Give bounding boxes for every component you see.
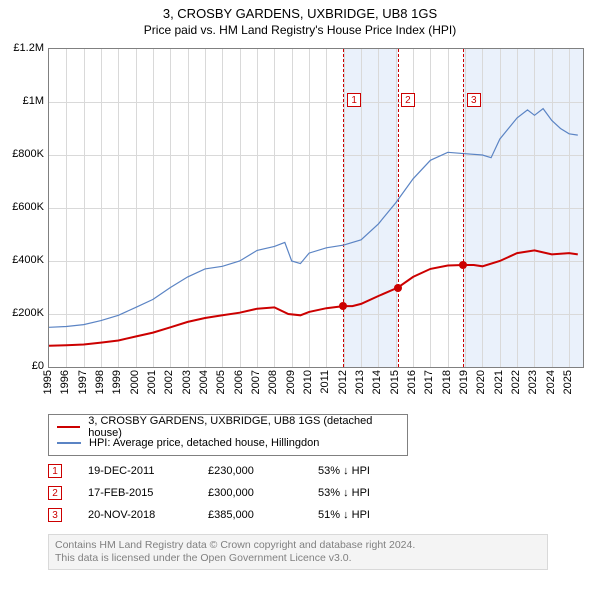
ytick-label: £1.2M (13, 42, 44, 54)
xtick-label: 2017 (423, 370, 435, 394)
legend-swatch (57, 426, 80, 428)
xtick-label: 2019 (458, 370, 470, 394)
event-row-marker: 3 (48, 508, 62, 522)
price-chart: 1 2 3 (48, 48, 584, 368)
ytick-label: £400K (12, 254, 44, 266)
xtick-label: 2002 (163, 370, 175, 394)
page-title: 3, CROSBY GARDENS, UXBRIDGE, UB8 1GS (0, 6, 600, 21)
xtick-label: 1998 (94, 370, 106, 394)
page-subtitle: Price paid vs. HM Land Registry's House … (0, 23, 600, 37)
sale-point-dot (394, 284, 402, 292)
series-property (49, 250, 578, 345)
event-date: 19-DEC-2011 (88, 465, 208, 477)
event-price: £230,000 (208, 465, 318, 477)
event-delta: 51% ↓ HPI (318, 509, 438, 521)
legend-label: HPI: Average price, detached house, Hill… (89, 437, 319, 449)
xtick-label: 2018 (441, 370, 453, 394)
event-date: 20-NOV-2018 (88, 509, 208, 521)
event-number-marker: 2 (401, 93, 415, 107)
xtick-label: 2012 (337, 370, 349, 394)
xtick-label: 2003 (181, 370, 193, 394)
footer-line-1: Contains HM Land Registry data © Crown c… (55, 539, 541, 552)
xtick-label: 2005 (215, 370, 227, 394)
legend-row: 3, CROSBY GARDENS, UXBRIDGE, UB8 1GS (de… (57, 419, 399, 435)
event-row-marker: 1 (48, 464, 62, 478)
legend-swatch (57, 442, 81, 444)
event-number-marker: 3 (467, 93, 481, 107)
xtick-label: 2009 (285, 370, 297, 394)
series-hpi (49, 109, 578, 328)
xtick-label: 2023 (527, 370, 539, 394)
xtick-label: 2011 (319, 370, 331, 394)
event-price: £300,000 (208, 487, 318, 499)
legend: 3, CROSBY GARDENS, UXBRIDGE, UB8 1GS (de… (48, 414, 408, 456)
xtick-label: 2013 (354, 370, 366, 394)
event-delta: 53% ↓ HPI (318, 487, 438, 499)
xtick-label: 2014 (371, 370, 383, 394)
xtick-label: 2015 (389, 370, 401, 394)
xtick-label: 2000 (129, 370, 141, 394)
event-row: 1 19-DEC-2011£230,00053% ↓ HPI (48, 460, 548, 482)
event-date: 17-FEB-2015 (88, 487, 208, 499)
xtick-label: 2020 (475, 370, 487, 394)
event-number-marker: 1 (347, 93, 361, 107)
event-price: £385,000 (208, 509, 318, 521)
legend-label: 3, CROSBY GARDENS, UXBRIDGE, UB8 1GS (de… (88, 415, 399, 439)
ytick-label: £600K (12, 201, 44, 213)
series-svg (49, 49, 583, 367)
event-row: 2 17-FEB-2015£300,00053% ↓ HPI (48, 482, 548, 504)
footer-attribution: Contains HM Land Registry data © Crown c… (48, 534, 548, 570)
xtick-label: 2025 (562, 370, 574, 394)
xtick-label: 2021 (493, 370, 505, 394)
xtick-label: 1999 (111, 370, 123, 394)
xtick-label: 1995 (42, 370, 54, 394)
xtick-label: 2024 (545, 370, 557, 394)
xtick-label: 2010 (302, 370, 314, 394)
sale-point-dot (459, 261, 467, 269)
xtick-label: 2007 (250, 370, 262, 394)
ytick-label: £200K (12, 307, 44, 319)
events-table: 1 19-DEC-2011£230,00053% ↓ HPI 2 17-FEB-201… (48, 460, 548, 526)
xtick-label: 2006 (233, 370, 245, 394)
ytick-label: £800K (12, 148, 44, 160)
xtick-label: 1996 (59, 370, 71, 394)
event-row-marker: 2 (48, 486, 62, 500)
sale-point-dot (339, 302, 347, 310)
xtick-label: 2022 (510, 370, 522, 394)
xtick-label: 2016 (406, 370, 418, 394)
xtick-label: 2001 (146, 370, 158, 394)
xtick-label: 2004 (198, 370, 210, 394)
xtick-label: 2008 (267, 370, 279, 394)
xtick-label: 1997 (77, 370, 89, 394)
footer-line-2: This data is licensed under the Open Gov… (55, 552, 541, 565)
event-row: 3 20-NOV-2018£385,00051% ↓ HPI (48, 504, 548, 526)
ytick-label: £1M (23, 95, 44, 107)
event-delta: 53% ↓ HPI (318, 465, 438, 477)
